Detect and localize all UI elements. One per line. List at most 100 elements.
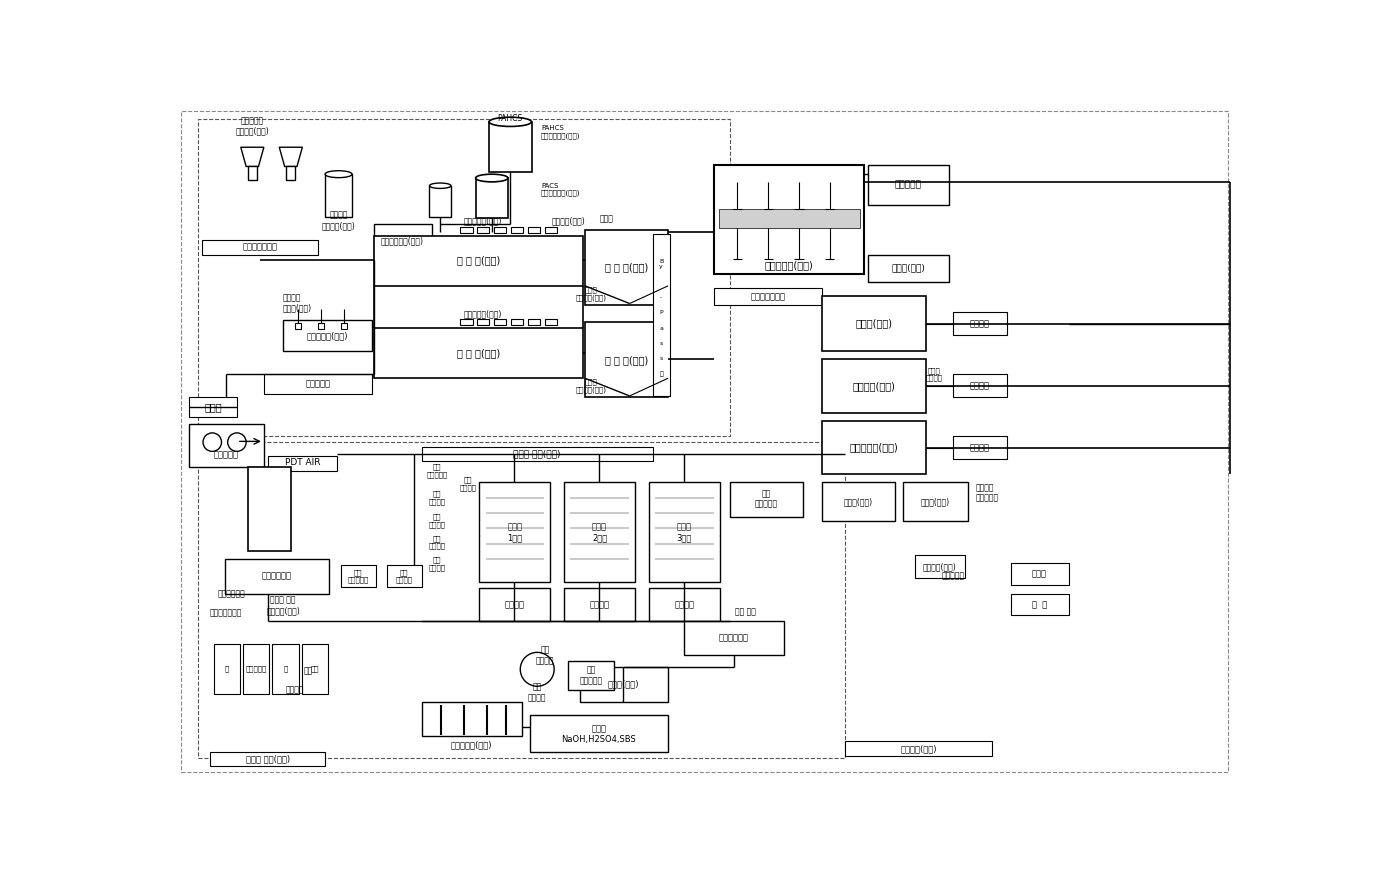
Text: 농축조(기존): 농축조(기존) — [844, 497, 873, 506]
Text: 세정펌프: 세정펌프 — [286, 685, 304, 695]
Bar — [529, 716, 668, 752]
Text: 아전방류: 아전방류 — [969, 319, 990, 328]
Ellipse shape — [324, 170, 352, 177]
Text: 아전방류: 아전방류 — [969, 443, 990, 452]
Bar — [564, 482, 635, 582]
Bar — [649, 588, 719, 621]
Text: 태액조(신설): 태액조(신설) — [608, 679, 639, 689]
Bar — [719, 209, 859, 228]
Text: -: - — [660, 295, 663, 300]
Text: 수세: 수세 — [311, 665, 319, 672]
Text: 배배설비(신설): 배배설비(신설) — [901, 744, 936, 753]
Bar — [490, 121, 532, 172]
Text: 원수조: 원수조 — [600, 214, 613, 224]
Text: 여과
배기밸브: 여과 배기밸브 — [459, 476, 476, 491]
Text: 액세수조: 액세수조 — [590, 600, 609, 609]
Text: 폐액
이송펌프: 폐액 이송펌프 — [536, 646, 554, 665]
Text: 여과
유출펌브: 여과 유출펌브 — [429, 490, 446, 504]
Bar — [953, 436, 1006, 459]
Bar — [584, 230, 668, 305]
Text: 청수지(기존): 청수지(기존) — [855, 318, 892, 329]
Bar — [683, 621, 784, 656]
Bar — [584, 322, 668, 398]
Bar — [243, 644, 270, 694]
Text: 수: 수 — [283, 665, 287, 672]
Text: 침 전 조(기존): 침 전 조(기존) — [605, 262, 648, 273]
Text: 취수펌프장: 취수펌프장 — [213, 450, 239, 459]
Text: 모빌리 설비
기온설비(신설): 모빌리 설비 기온설비(신설) — [267, 596, 300, 615]
Bar — [268, 456, 337, 470]
Bar — [374, 328, 583, 378]
Bar — [422, 447, 653, 461]
Text: 급속혼화조(신설): 급속혼화조(신설) — [307, 331, 348, 340]
Bar — [903, 482, 968, 521]
Text: PDT AIR: PDT AIR — [285, 459, 320, 468]
Text: 역세
배출밸브: 역세 배출밸브 — [429, 514, 446, 528]
Bar — [544, 226, 557, 232]
Text: 역세
공기밸브: 역세 공기밸브 — [429, 535, 446, 550]
Text: 막세정 설비(신설): 막세정 설비(신설) — [246, 754, 290, 763]
Text: 액세
유리인이서: 액세 유리인이서 — [755, 489, 777, 509]
Text: 액세응동기: 액세응동기 — [942, 572, 965, 580]
Bar — [476, 178, 507, 218]
Text: PACS
옥외저장탱크(이설): PACS 옥외저장탱크(이설) — [540, 183, 580, 197]
Text: 원수
공급펌드: 원수 공급펌드 — [429, 557, 446, 571]
Ellipse shape — [476, 174, 507, 182]
Text: 자량 투입: 자량 투입 — [734, 607, 755, 616]
Bar — [822, 420, 927, 475]
Text: 막모듈
1계열: 막모듈 1계열 — [507, 523, 522, 542]
Bar — [953, 374, 1006, 398]
Text: 폐액응화조(신설): 폐액응화조(신설) — [451, 740, 492, 749]
Bar — [461, 226, 473, 232]
Text: 필수케익: 필수케익 — [976, 483, 994, 492]
Text: 막모듈
3계열: 막모듈 3계열 — [676, 523, 692, 542]
Text: 아전방류: 아전방류 — [969, 381, 990, 391]
Bar — [822, 359, 927, 413]
Bar — [714, 288, 822, 305]
Bar — [210, 752, 326, 766]
Bar — [341, 565, 375, 587]
Text: 베수지(기존): 베수지(기존) — [891, 264, 925, 273]
Bar — [294, 323, 301, 329]
Bar — [914, 555, 964, 579]
Ellipse shape — [429, 183, 451, 189]
Text: B: B — [659, 259, 663, 264]
Text: y: y — [659, 264, 663, 269]
Text: 응집교반기(기존): 응집교반기(기존) — [463, 217, 502, 225]
Text: 배액설비(신설): 배액설비(신설) — [923, 562, 956, 572]
Text: 역세척수조: 역세척수조 — [895, 180, 921, 190]
Text: 슬러지
인렛펌프(기존): 슬러지 인렛펌프(기존) — [576, 378, 606, 393]
Bar — [301, 644, 327, 694]
Text: 방  류: 방 류 — [1031, 600, 1046, 609]
Text: 막모듈
2계열: 막모듈 2계열 — [593, 523, 608, 542]
Text: 배슬러지지(기존): 배슬러지지(기존) — [850, 442, 898, 453]
Text: 액세수조: 액세수조 — [674, 600, 694, 609]
Bar — [868, 165, 949, 205]
Bar — [326, 174, 352, 217]
Text: 약동
순환수밸브: 약동 순환수밸브 — [426, 463, 448, 478]
Text: 가성소다
저장탱크(신설): 가성소다 저장탱크(신설) — [322, 211, 355, 230]
Bar — [1011, 563, 1068, 585]
Text: s: s — [660, 357, 663, 362]
Bar — [1011, 593, 1068, 615]
Bar — [477, 226, 489, 232]
Text: 산: 산 — [224, 665, 230, 672]
Bar — [341, 323, 346, 329]
Text: 후염소투입펌프: 후염소투입펌프 — [751, 292, 785, 302]
Bar — [477, 319, 489, 325]
Text: 모래여과지(기존): 모래여과지(기존) — [765, 260, 814, 270]
Bar — [953, 312, 1006, 335]
Bar — [286, 166, 296, 180]
Bar — [714, 165, 865, 274]
Text: 막여과 설비(신설): 막여과 설비(신설) — [513, 449, 561, 458]
Text: 원수
공급펌프: 원수 공급펌프 — [396, 569, 412, 583]
Text: 수산알칼리: 수산알칼리 — [246, 665, 267, 672]
Bar — [653, 234, 670, 396]
Text: PAHCS: PAHCS — [498, 114, 522, 123]
Text: 응 집 조(기존): 응 집 조(기존) — [456, 348, 500, 357]
Bar — [422, 702, 522, 736]
Bar — [568, 661, 615, 690]
Bar — [822, 482, 895, 521]
Bar — [190, 398, 236, 417]
Bar — [461, 319, 473, 325]
